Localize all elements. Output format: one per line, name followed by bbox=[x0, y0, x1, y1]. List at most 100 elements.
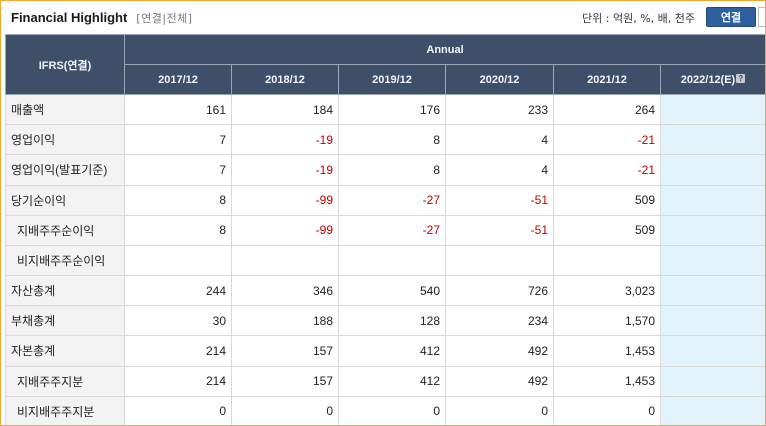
table-cell: 184 bbox=[231, 93, 339, 126]
table-cell bbox=[659, 365, 765, 397]
table-cell: -99 bbox=[231, 214, 339, 246]
table-cell: 726 bbox=[445, 275, 554, 307]
annual-group-header: Annual bbox=[123, 34, 765, 65]
table-cell bbox=[659, 154, 765, 186]
table-cell: 7 bbox=[124, 124, 232, 156]
table-cell bbox=[338, 244, 446, 277]
row-label: 자본총계 bbox=[5, 335, 125, 367]
column-header-label: 2020/12 bbox=[479, 73, 520, 86]
table-row: 자본총계 214 157 412 492 1,453 bbox=[5, 335, 765, 367]
table-cell: 157 bbox=[231, 365, 339, 397]
table-cell: 1,453 bbox=[553, 365, 661, 397]
table-cell: 8 bbox=[124, 184, 232, 216]
row-label: 지배주주순이익 bbox=[5, 214, 125, 246]
table-cell: -27 bbox=[338, 214, 446, 246]
table-cell: 157 bbox=[231, 335, 339, 367]
table-cell: -21 bbox=[553, 154, 661, 186]
table-cell: -19 bbox=[231, 154, 339, 186]
table-cell: 0 bbox=[553, 395, 661, 425]
separate-toggle-button[interactable] bbox=[758, 7, 765, 27]
table-row: 당기순이익 8 -99 -27 -51 509 bbox=[5, 184, 765, 216]
table-cell: 234 bbox=[445, 305, 554, 337]
column-header-3: 2020/12 bbox=[445, 64, 554, 95]
table-cell: 161 bbox=[124, 93, 232, 126]
table-cell: 30 bbox=[124, 305, 232, 337]
column-header-4: 2021/12 bbox=[553, 64, 661, 95]
column-header-label: 2022/12(E) bbox=[680, 73, 736, 86]
table-cell: 214 bbox=[124, 365, 232, 397]
panel-title: Financial Highlight bbox=[11, 10, 128, 25]
table-row: 부채총계 30 188 128 234 1,570 bbox=[5, 305, 765, 337]
table-cell bbox=[659, 395, 765, 425]
table-cell: 412 bbox=[338, 335, 446, 367]
row-label: 자산총계 bbox=[5, 275, 125, 307]
table-cell bbox=[553, 244, 661, 277]
table-cell: 8 bbox=[124, 214, 232, 246]
table-cell: 8 bbox=[338, 154, 446, 186]
table-cell: 214 bbox=[124, 335, 232, 367]
table-cell bbox=[124, 244, 232, 277]
table-cell: 509 bbox=[553, 184, 661, 216]
row-label: 비지배주주순이익 bbox=[5, 244, 125, 277]
row-label: 당기순이익 bbox=[5, 184, 125, 216]
table-cell: -27 bbox=[338, 184, 446, 216]
table-cell: -99 bbox=[231, 184, 339, 216]
table-cell: 492 bbox=[445, 335, 554, 367]
column-header-label: 2018/12 bbox=[265, 73, 305, 86]
table-cell: -51 bbox=[445, 214, 554, 246]
table-cell: 3,023 bbox=[553, 275, 661, 307]
table-cell bbox=[659, 93, 765, 126]
table-cell: 509 bbox=[553, 214, 661, 246]
table-cell bbox=[659, 214, 765, 246]
column-header-0: 2017/12 bbox=[124, 64, 232, 95]
column-header-label: 2021/12 bbox=[587, 73, 627, 86]
table-cell bbox=[659, 305, 765, 337]
table-row: 영업이익(발표기준) 7 -19 8 4 -21 bbox=[5, 154, 765, 186]
row-label: 지배주주지분 bbox=[5, 365, 125, 397]
column-header-label: 2017/12 bbox=[158, 73, 198, 86]
row-label: 매출액 bbox=[5, 93, 125, 126]
table-cell: 4 bbox=[445, 124, 554, 156]
table-row: 지배주주순이익 8 -99 -27 -51 509 bbox=[5, 214, 765, 246]
table-row: 비지배주주순이익 bbox=[5, 244, 765, 277]
table-cell: 492 bbox=[445, 365, 554, 397]
consolidated-toggle-button[interactable]: 연결 bbox=[706, 7, 756, 27]
table-row: 자산총계 244 346 540 726 3,023 bbox=[5, 275, 765, 307]
table-cell: 264 bbox=[553, 93, 661, 126]
table-cell: 188 bbox=[231, 305, 339, 337]
table-cell: 1,570 bbox=[553, 305, 661, 337]
table-cell: 8 bbox=[338, 124, 446, 156]
table-cell bbox=[659, 275, 765, 307]
table-cell: 0 bbox=[124, 395, 232, 425]
table-row: 지배주주지분 214 157 412 492 1,453 bbox=[5, 365, 765, 397]
column-header-2: 2019/12 bbox=[338, 64, 446, 95]
table-cell: 128 bbox=[338, 305, 446, 337]
table-cell: 7 bbox=[124, 154, 232, 186]
table-cell: 0 bbox=[338, 395, 446, 425]
financial-table: IFRS(연결) Annual 2017/12 2018/12 2019/12 202… bbox=[5, 34, 765, 425]
unit-label: 단위 : 억원, %, 배, 천주 bbox=[582, 12, 695, 25]
table-cell: 233 bbox=[445, 93, 554, 126]
table-cell bbox=[659, 184, 765, 216]
row-label: 부채총계 bbox=[5, 305, 125, 337]
question-mark-icon[interactable]: ? bbox=[736, 73, 746, 83]
table-cell bbox=[445, 244, 554, 277]
column-header-5: 2022/12(E)? bbox=[659, 64, 765, 95]
table-cell: 540 bbox=[338, 275, 446, 307]
row-label: 영업이익 bbox=[5, 124, 125, 156]
table-row: 영업이익 7 -19 8 4 -21 bbox=[5, 124, 765, 156]
table-cell: 176 bbox=[338, 93, 446, 126]
table-row: 비지배주주지분 0 0 0 0 0 bbox=[5, 395, 765, 425]
table-cell bbox=[659, 244, 765, 277]
table-cell: 346 bbox=[231, 275, 339, 307]
table-row: 매출액 161 184 176 233 264 bbox=[5, 93, 765, 126]
table-cell: 0 bbox=[445, 395, 554, 425]
row-label: 영업이익(발표기준) bbox=[5, 154, 125, 186]
table-cell: 0 bbox=[231, 395, 339, 425]
table-cell: 244 bbox=[124, 275, 232, 307]
column-header-1: 2018/12 bbox=[231, 64, 339, 95]
column-header-label: 2019/12 bbox=[372, 73, 412, 86]
corner-header: IFRS(연결) bbox=[5, 34, 125, 95]
table-cell: 1,453 bbox=[553, 335, 661, 367]
